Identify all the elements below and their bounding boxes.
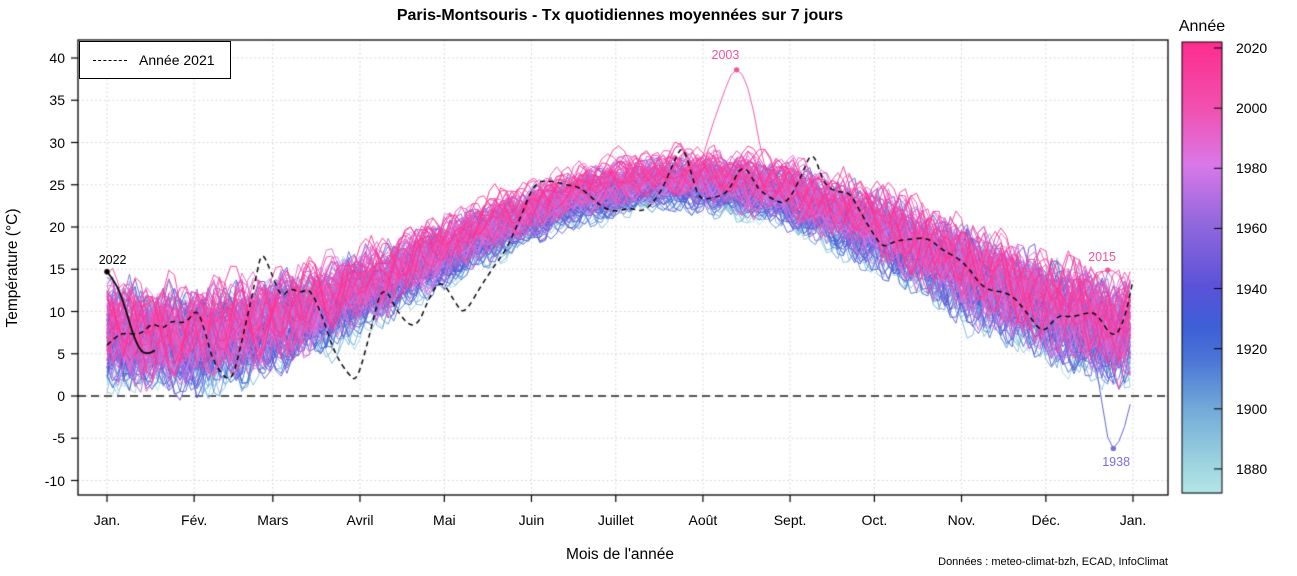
colorbar-title: Année [1178, 18, 1226, 35]
y-tick-label: 20 [49, 219, 65, 235]
x-tick-label: Jan. [1119, 512, 1147, 528]
colorbar-tick-label: 2020 [1236, 40, 1268, 56]
dashed-line-sample-icon [93, 59, 127, 61]
annotation-1938: 1938 [1102, 454, 1131, 469]
annotation-2022: 2022 [98, 252, 127, 267]
y-tick-label: 10 [49, 303, 65, 320]
colorbar-tick-label: 1920 [1236, 340, 1268, 357]
x-tick-label: Déc. [1031, 512, 1061, 528]
x-tick-label: Mai [433, 512, 456, 528]
x-tick-label: Mars [257, 512, 289, 528]
x-tick-label: Juin [518, 512, 545, 528]
colorbar-tick-label: 2000 [1236, 100, 1268, 117]
colorbar-tick-label: 1940 [1236, 280, 1268, 297]
colorbar-tick-label: 1900 [1236, 400, 1268, 417]
y-tick-label: 35 [49, 92, 65, 109]
x-tick-label: Oct. [861, 512, 888, 528]
x-axis-title: Mois de l'année [565, 546, 675, 563]
x-tick-label: Jan. [93, 512, 121, 528]
y-tick-label: 25 [49, 176, 65, 193]
x-tick-label: Nov. [947, 512, 976, 528]
colorbar-tick-label: 1880 [1236, 460, 1268, 477]
y-tick-label: 0 [57, 388, 65, 404]
x-tick-label: Sept. [773, 512, 807, 528]
y-tick-label: 40 [49, 50, 65, 66]
y-tick-label: -10 [44, 472, 65, 489]
data-source-note: Données : meteo-climat-bzh, ECAD, InfoCl… [938, 556, 1168, 568]
y-tick-label: -5 [52, 430, 65, 447]
legend-label: Année 2021 [139, 52, 215, 68]
annotation-2015: 2015 [1088, 249, 1116, 264]
y-tick-label: 15 [49, 261, 65, 278]
y-tick-label: 30 [49, 134, 65, 151]
annotation-2003: 2003 [711, 48, 740, 63]
colorbar-tick-label: 1980 [1236, 160, 1268, 177]
colorbar-tick-label: 1960 [1236, 220, 1268, 237]
legend-box: Année 2021 [79, 41, 231, 79]
chart-title: Paris-Montsouris - Tx quotidiennes moyen… [396, 7, 844, 24]
x-tick-label: Juillet [597, 512, 634, 528]
x-tick-label: Fév. [181, 512, 208, 528]
y-tick-label: 5 [57, 345, 65, 362]
y-axis-title: Température (°C) [4, 208, 21, 328]
x-tick-label: Août [688, 512, 718, 528]
x-tick-label: Avril [346, 512, 374, 528]
